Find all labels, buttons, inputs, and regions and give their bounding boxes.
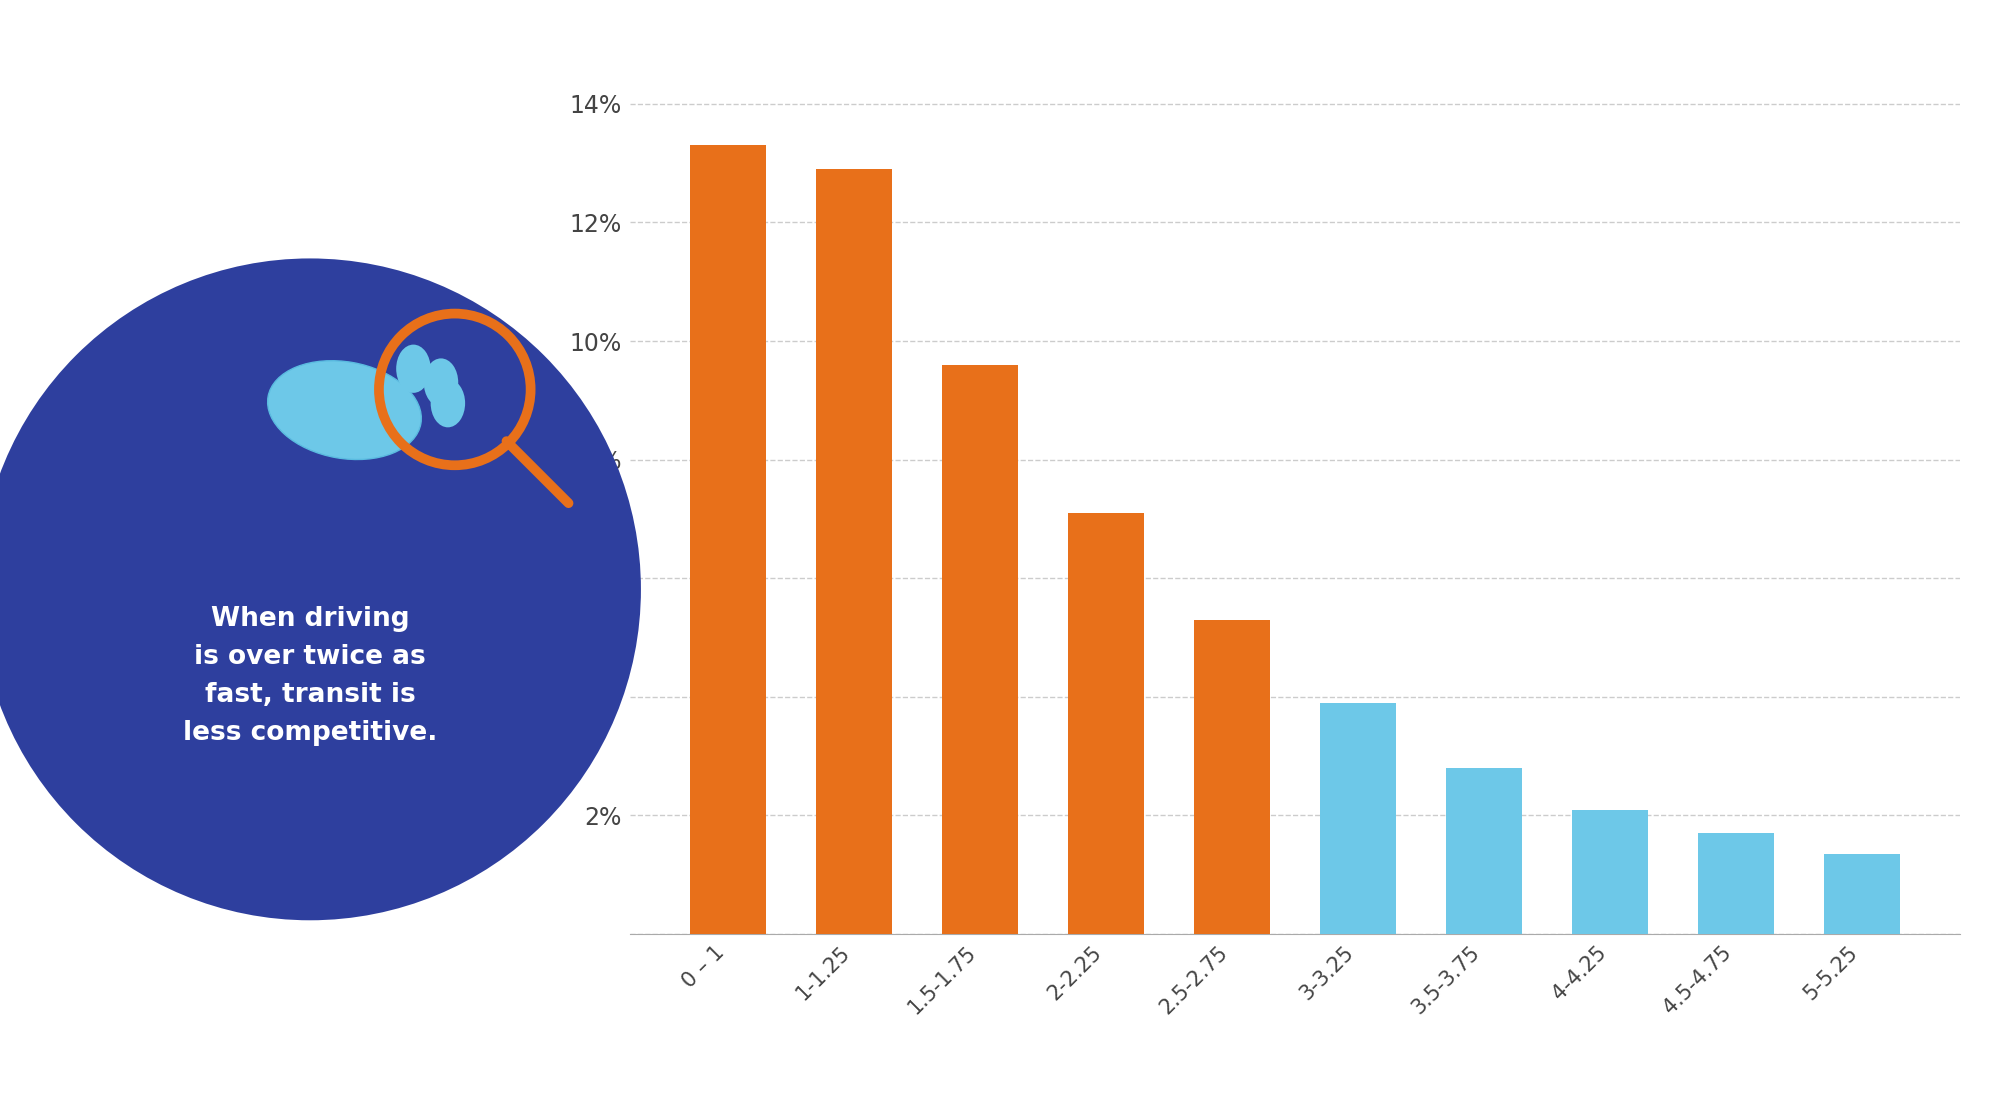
Bar	[1698, 833, 1774, 934]
Text: When driving
is over twice as
fast, transit is
less competitive.: When driving is over twice as fast, tran…	[182, 606, 438, 745]
Bar	[1446, 768, 1522, 934]
Ellipse shape	[430, 379, 466, 427]
Bar	[1068, 513, 1144, 934]
Bar	[1320, 703, 1396, 934]
Bar	[1572, 810, 1648, 934]
Bar	[1194, 619, 1270, 934]
Text: Transit Market Share: Transit Market Share	[144, 83, 486, 111]
Text: Transit to Drive Time Ratio: Transit to Drive Time Ratio	[1282, 1025, 1638, 1049]
Ellipse shape	[424, 358, 458, 407]
Ellipse shape	[396, 345, 430, 393]
Ellipse shape	[268, 360, 422, 459]
Bar	[816, 169, 892, 934]
Bar	[942, 365, 1018, 934]
Circle shape	[0, 258, 640, 921]
Bar	[1824, 854, 1900, 934]
Bar	[690, 146, 766, 934]
